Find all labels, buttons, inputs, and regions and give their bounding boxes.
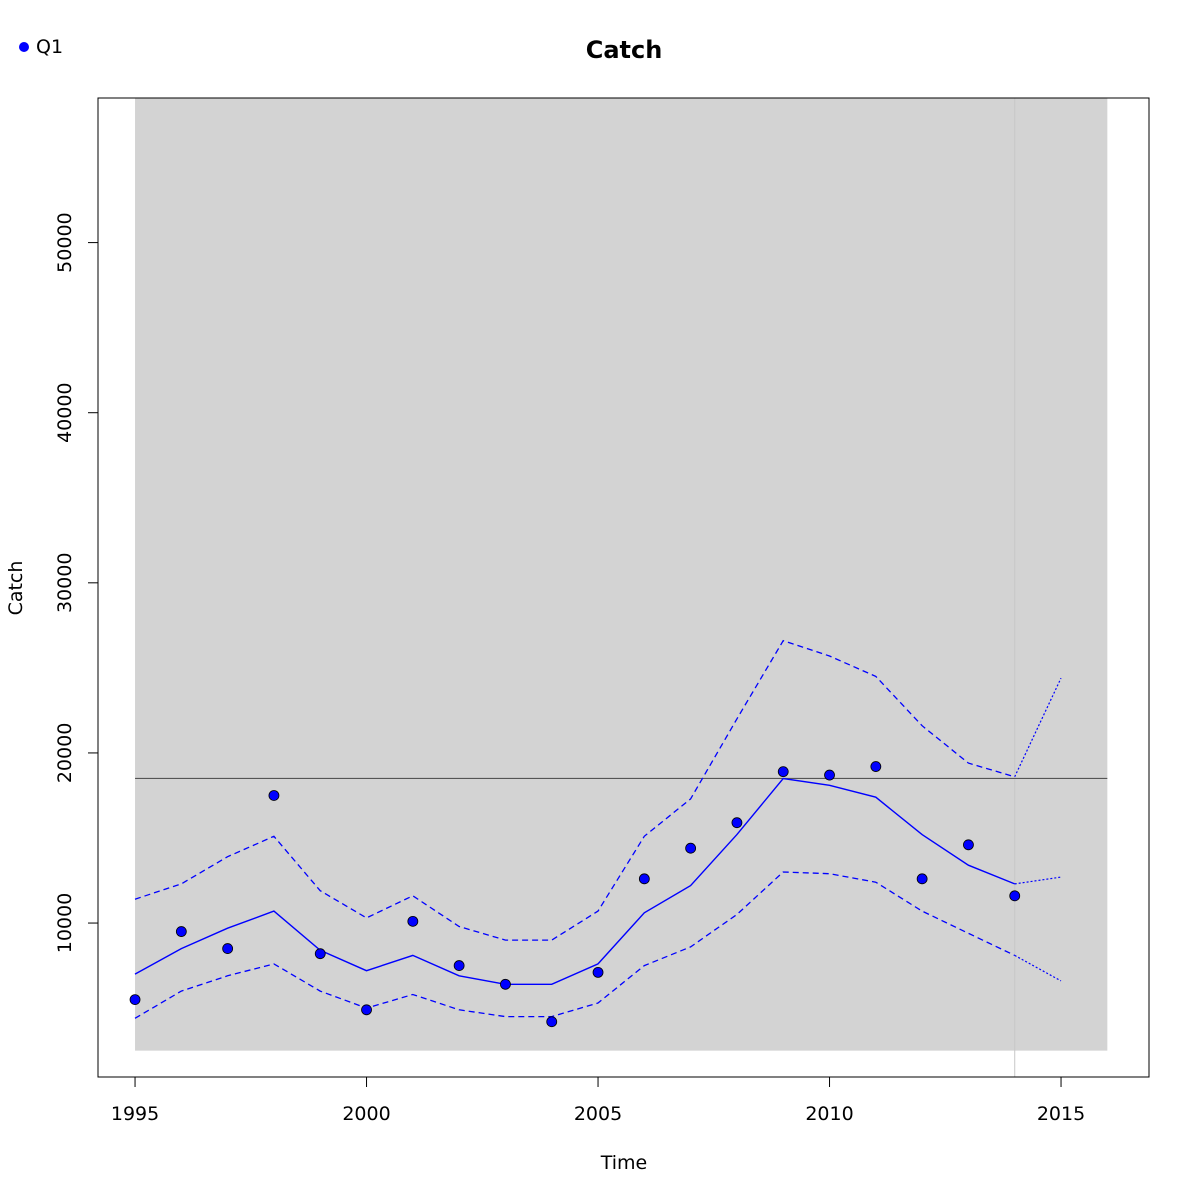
data-point — [361, 1004, 372, 1016]
y-axis-label: Catch — [5, 561, 27, 616]
x-tick-label: 1995 — [111, 1103, 159, 1125]
data-point — [268, 790, 280, 801]
data-point — [824, 769, 835, 781]
x-tick-label: 2010 — [805, 1103, 853, 1125]
fit-upper-line — [134, 639, 1015, 941]
data-point — [870, 761, 882, 772]
data-point — [546, 1016, 558, 1028]
plot-area — [129, 98, 1108, 1077]
y-axis: 10000 20000 30000 40000 50000 — [54, 212, 99, 953]
legend: Q1 — [19, 36, 63, 58]
chart-title: Catch — [586, 36, 663, 64]
background-band — [135, 98, 1108, 1051]
data-point — [1009, 890, 1021, 902]
legend-marker-q1 — [19, 42, 29, 52]
fit-line — [134, 777, 1015, 985]
x-axis-label: Time — [600, 1152, 648, 1174]
data-point — [592, 966, 604, 978]
data-point — [314, 948, 326, 960]
y-tick-label: 10000 — [54, 893, 76, 953]
data-point — [407, 915, 419, 927]
y-tick-label: 40000 — [54, 382, 76, 442]
data-point — [500, 978, 511, 990]
data-point — [175, 926, 187, 937]
x-tick-label: 2005 — [574, 1103, 622, 1125]
x-tick-label: 2000 — [342, 1103, 390, 1125]
y-tick-label: 50000 — [54, 212, 76, 272]
data-point — [222, 943, 234, 954]
data-point — [777, 766, 789, 778]
data-point — [916, 873, 928, 885]
data-point — [129, 994, 141, 1005]
data-point — [963, 839, 974, 851]
y-tick-label: 20000 — [54, 723, 76, 783]
legend-label-q1: Q1 — [36, 36, 63, 58]
y-tick-label: 30000 — [54, 553, 76, 613]
data-point — [685, 842, 697, 854]
data-point — [731, 817, 743, 829]
data-point — [638, 873, 650, 885]
data-point — [453, 960, 465, 971]
forecast-lower-line — [1014, 954, 1062, 982]
x-axis: 1995 2000 2005 2010 2015 — [111, 1076, 1085, 1125]
x-tick-label: 2015 — [1037, 1103, 1085, 1125]
